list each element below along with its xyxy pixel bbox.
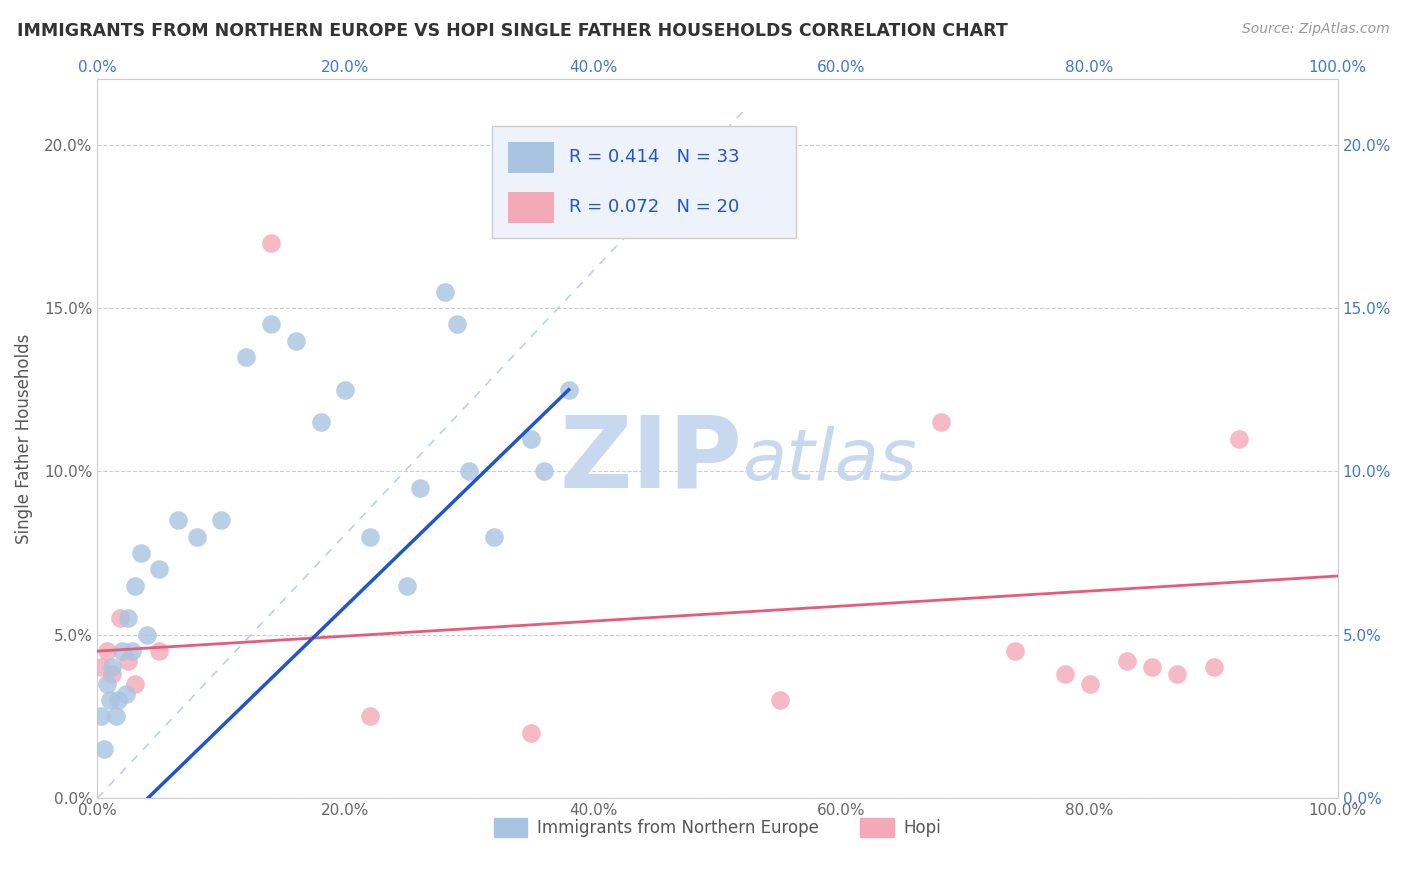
Bar xyxy=(506,191,554,223)
Point xyxy=(93,742,115,756)
Point xyxy=(1115,654,1137,668)
Point xyxy=(117,611,139,625)
Y-axis label: Single Father Households: Single Father Households xyxy=(15,334,32,544)
Bar xyxy=(506,141,554,173)
Point xyxy=(335,383,357,397)
Point xyxy=(96,677,118,691)
Point xyxy=(124,579,146,593)
Point xyxy=(260,318,283,332)
Point xyxy=(1078,677,1101,691)
Point xyxy=(117,654,139,668)
Point xyxy=(104,709,127,723)
Point xyxy=(129,546,152,560)
Point xyxy=(557,383,579,397)
FancyBboxPatch shape xyxy=(492,126,796,237)
Point xyxy=(1227,432,1250,446)
Text: IMMIGRANTS FROM NORTHERN EUROPE VS HOPI SINGLE FATHER HOUSEHOLDS CORRELATION CHA: IMMIGRANTS FROM NORTHERN EUROPE VS HOPI … xyxy=(17,22,1008,40)
Point xyxy=(121,644,143,658)
Point xyxy=(396,579,419,593)
Point xyxy=(167,513,190,527)
Point xyxy=(90,709,112,723)
Point xyxy=(768,693,790,707)
Text: R = 0.414   N = 33: R = 0.414 N = 33 xyxy=(568,148,740,166)
Point xyxy=(446,318,468,332)
Point xyxy=(108,611,131,625)
Point xyxy=(124,677,146,691)
Point xyxy=(235,350,257,364)
Point xyxy=(186,530,208,544)
Point xyxy=(136,628,159,642)
Point xyxy=(1202,660,1225,674)
Legend: Immigrants from Northern Europe, Hopi: Immigrants from Northern Europe, Hopi xyxy=(486,811,948,844)
Point xyxy=(359,709,381,723)
Point xyxy=(929,416,952,430)
Point xyxy=(101,660,124,674)
Text: ZIP: ZIP xyxy=(560,412,742,508)
Point xyxy=(98,693,121,707)
Point xyxy=(520,726,543,740)
Point xyxy=(309,416,332,430)
Point xyxy=(433,285,456,299)
Point xyxy=(260,235,283,250)
Point xyxy=(101,667,124,681)
Point xyxy=(359,530,381,544)
Text: R = 0.072   N = 20: R = 0.072 N = 20 xyxy=(568,198,740,217)
Point xyxy=(1004,644,1026,658)
Point xyxy=(90,660,112,674)
Point xyxy=(484,530,506,544)
Point xyxy=(107,693,129,707)
Text: Source: ZipAtlas.com: Source: ZipAtlas.com xyxy=(1241,22,1389,37)
Point xyxy=(111,644,134,658)
Point xyxy=(148,644,170,658)
Point xyxy=(284,334,307,348)
Point xyxy=(520,432,543,446)
Point xyxy=(409,481,432,495)
Point xyxy=(533,465,555,479)
Point xyxy=(1053,667,1076,681)
Text: atlas: atlas xyxy=(742,425,917,495)
Point xyxy=(1166,667,1188,681)
Point xyxy=(458,465,481,479)
Point xyxy=(115,687,138,701)
Point xyxy=(1140,660,1163,674)
Point xyxy=(96,644,118,658)
Point xyxy=(209,513,232,527)
Point xyxy=(148,562,170,576)
